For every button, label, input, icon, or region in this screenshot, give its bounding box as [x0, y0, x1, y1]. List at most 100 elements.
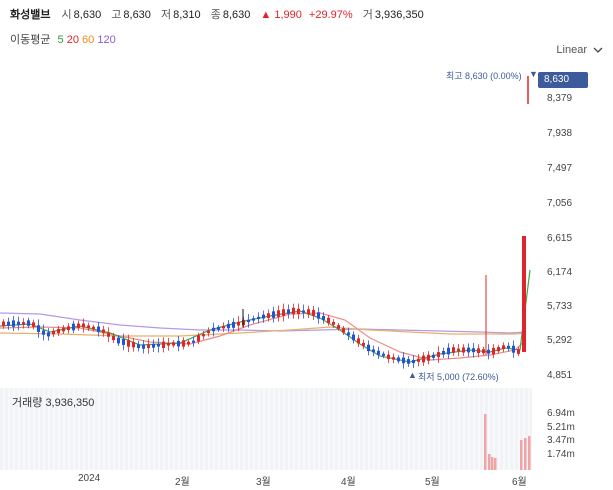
scale-selector[interactable]: Linear: [556, 44, 603, 56]
time-tick: 6월: [512, 477, 527, 488]
candle-body: [317, 312, 320, 319]
ma-60[interactable]: 60: [82, 34, 95, 46]
candle-body: [82, 323, 85, 328]
ma-label: 이동평균: [10, 34, 51, 46]
candle-body: [127, 340, 130, 347]
candle-body: [357, 338, 360, 344]
volume-legend-value: 3,936,350: [45, 397, 95, 409]
candle-body: [132, 342, 135, 348]
candle-body: [457, 348, 460, 352]
moving-average-legend: 이동평균 5 20 60 120: [10, 31, 116, 47]
candle-body: [427, 354, 430, 361]
candle-body: [327, 317, 330, 324]
volume-label: 거: [362, 9, 373, 21]
candle-body: [342, 328, 345, 333]
candle-body: [347, 332, 350, 336]
candle-body: [2, 321, 5, 327]
candle-body: [257, 316, 260, 319]
candle-body: [282, 309, 285, 317]
candle-body: [302, 310, 305, 313]
candle-body: [157, 344, 160, 347]
volume-legend-label: 거래량: [12, 397, 43, 409]
candle-body: [67, 326, 70, 331]
candle-body: [152, 343, 155, 348]
candle-body: [222, 325, 225, 329]
candle-body: [32, 322, 35, 327]
candle-body: [122, 339, 125, 345]
candle-body: [307, 309, 310, 315]
candle-body: [247, 319, 250, 323]
candle-body: [52, 330, 55, 335]
candle-body: [252, 318, 255, 321]
candle-body: [42, 330, 45, 335]
candle-body: [267, 313, 270, 318]
ma-120[interactable]: 120: [97, 34, 116, 46]
time-tick: 5월: [425, 477, 440, 488]
open-label: 시: [61, 9, 72, 21]
candle-body: [372, 349, 375, 353]
candle-body: [447, 347, 450, 355]
ma-20[interactable]: 20: [66, 34, 79, 46]
candle-body: [77, 323, 80, 328]
candle-body: [472, 348, 475, 353]
candle-body: [422, 355, 425, 363]
candle-body: [92, 326, 95, 330]
candle-body: [397, 357, 400, 362]
volume-tick: 6.94m: [547, 408, 575, 419]
candle-body: [292, 307, 295, 315]
candle-body: [112, 335, 115, 341]
low-value: 8,310: [173, 9, 201, 21]
low-label: 저: [160, 9, 172, 21]
candle-body: [232, 321, 235, 328]
price-tick: 7,056: [547, 198, 573, 209]
candle-body: [117, 337, 120, 344]
candle-body: [382, 353, 385, 356]
candle-body: [352, 334, 355, 341]
candle-body: [177, 340, 180, 347]
candle-body: [387, 354, 390, 359]
candle-body: [207, 330, 210, 334]
volume-bar: [484, 414, 487, 470]
candle-body: [212, 327, 215, 332]
candle-body: [337, 325, 340, 329]
time-tick: 3월: [256, 477, 271, 488]
candle-body: [192, 340, 195, 343]
candle-body: [402, 357, 405, 364]
candle-body: [287, 309, 290, 314]
candle-body: [277, 310, 280, 317]
price-tick: 5,292: [547, 335, 573, 346]
candle-body: [107, 332, 110, 337]
candle-body: [272, 311, 275, 318]
candle-body: [517, 349, 520, 354]
volume-tick: 3.47m: [547, 435, 575, 446]
candle-body: [182, 340, 185, 347]
candle-body: [497, 347, 500, 352]
volume-value: 3,936,350: [374, 9, 424, 21]
volume-tick: 1.74m: [547, 449, 575, 460]
candle-body: [297, 308, 300, 314]
candle-body: [187, 341, 190, 345]
candle-body: [362, 342, 365, 346]
candle-body: [142, 344, 145, 349]
candle-body: [407, 359, 410, 364]
candle-body: [417, 358, 420, 362]
candle-body: [502, 345, 505, 350]
low-marker-icon: ▲: [408, 370, 417, 380]
volume-bar: [520, 440, 523, 470]
candle-body: [312, 310, 315, 316]
candle-body: [482, 349, 485, 354]
high-value: 8,630: [123, 9, 151, 21]
price-tick: 5,733: [547, 301, 573, 312]
candle-body: [392, 357, 395, 360]
time-tick: 2월: [175, 477, 190, 488]
candle-body: [172, 342, 175, 346]
candle-body: [102, 329, 105, 334]
candle-body: [57, 328, 60, 334]
candle-body: [507, 345, 510, 349]
candle-body: [72, 323, 75, 331]
ma-5[interactable]: 5: [57, 34, 64, 46]
high-annotation: 최고 8,630 (0.00%): [446, 71, 522, 81]
stock-name: 화성밸브: [10, 9, 51, 21]
volume-legend: 거래량 3,936,350: [12, 394, 94, 410]
